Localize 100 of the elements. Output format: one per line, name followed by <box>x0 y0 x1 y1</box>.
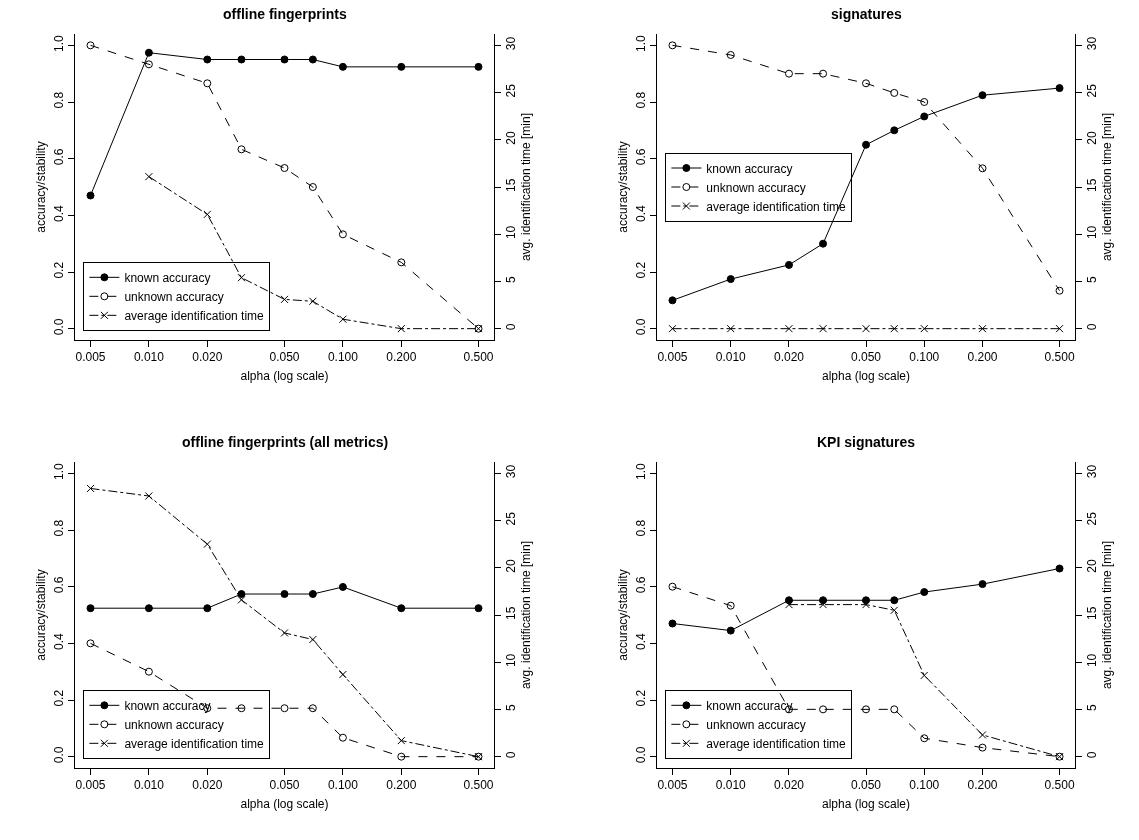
y2-tick-label: 25 <box>1085 511 1100 526</box>
y2-tick-label: 15 <box>504 178 519 192</box>
legend-label: known accuracy <box>706 699 793 713</box>
x-tick-label: 0.010 <box>133 778 165 793</box>
x-tick-label: 0.020 <box>192 778 223 793</box>
y-tick-label: 0.0 <box>52 318 67 336</box>
x-tick-label: 0.005 <box>75 778 106 793</box>
y-tick-label: 0.8 <box>52 519 67 537</box>
x-axis-title: alpha (log scale) <box>821 797 911 812</box>
x-tick-label: 0.200 <box>967 350 998 365</box>
y-tick-label: 0.8 <box>634 91 649 109</box>
x-tick-label: 0.100 <box>909 350 940 365</box>
y-axis-title: accuracy/stability <box>33 569 48 661</box>
y-tick-label: 0.6 <box>52 576 67 594</box>
y2-tick-label: 5 <box>504 275 519 283</box>
x-tick-label: 0.100 <box>327 778 359 793</box>
y-tick-label: 0.4 <box>634 632 649 650</box>
y2-tick-label: 5 <box>504 703 519 711</box>
y-tick-label: 1.0 <box>52 34 67 52</box>
y2-tick-label: 10 <box>1085 225 1100 240</box>
x-tick-label: 0.010 <box>715 778 747 793</box>
y-tick-label: 0.4 <box>52 204 67 222</box>
y-tick-label: 0.4 <box>634 204 649 222</box>
x-tick-label: 0.020 <box>192 350 223 365</box>
x-tick-label: 0.010 <box>133 350 165 365</box>
y2-tick-label: 0 <box>504 323 519 331</box>
chart-title: offline fingerprints <box>223 6 347 22</box>
y-tick-label: 0.2 <box>634 689 649 707</box>
y2-tick-label: 20 <box>1085 558 1100 573</box>
y2-tick-label: 10 <box>1085 653 1100 668</box>
x-tick-label: 0.500 <box>1044 778 1075 793</box>
y2-tick-label: 20 <box>504 130 519 145</box>
y2-tick-label: 30 <box>504 464 519 479</box>
legend-label: unknown accuracy <box>706 718 806 732</box>
x-tick-label: 0.050 <box>269 350 300 365</box>
x-tick-label: 0.020 <box>773 350 805 365</box>
x-tick-label: 0.200 <box>386 350 417 365</box>
legend-label: average identification time <box>706 737 847 751</box>
x-tick-label: 0.100 <box>327 350 359 365</box>
y-tick-label: 0.0 <box>634 746 649 764</box>
x-tick-label: 0.100 <box>909 778 940 793</box>
x-tick-label: 0.005 <box>75 350 106 365</box>
y-tick-label: 1.0 <box>634 34 649 52</box>
y2-tick-label: 5 <box>1085 275 1100 283</box>
y2-tick-label: 5 <box>1085 703 1100 711</box>
legend-label: unknown accuracy <box>706 180 806 195</box>
y-axis-title: accuracy/stability <box>615 569 630 661</box>
x-tick-label: 0.005 <box>657 350 688 365</box>
y2-tick-label: 0 <box>1085 323 1100 331</box>
legend-label: unknown accuracy <box>124 718 224 732</box>
y2-tick-label: 30 <box>1085 464 1100 479</box>
x-tick-label: 0.020 <box>773 778 805 793</box>
x-tick-label: 0.050 <box>850 350 882 365</box>
y2-axis-title: avg. identification time [min] <box>519 540 534 690</box>
x-tick-label: 0.050 <box>850 778 882 793</box>
y-tick-label: 0.6 <box>52 148 67 166</box>
y2-tick-label: 15 <box>504 606 519 620</box>
y-tick-label: 0.8 <box>52 91 67 109</box>
y2-tick-label: 10 <box>504 225 519 240</box>
x-tick-label: 0.200 <box>967 778 998 793</box>
y2-tick-label: 0 <box>1085 751 1100 759</box>
y2-axis-title: avg. identification time [min] <box>1100 540 1115 690</box>
y2-tick-label: 15 <box>1085 178 1100 192</box>
legend-label: known accuracy <box>124 699 211 713</box>
y-tick-label: 0.0 <box>634 318 649 336</box>
x-tick-label: 0.010 <box>715 350 747 365</box>
y-tick-label: 0.4 <box>52 632 67 650</box>
x-tick-label: 0.500 <box>463 778 494 793</box>
y2-tick-label: 0 <box>504 751 519 759</box>
x-axis-title: alpha (log scale) <box>240 369 329 384</box>
x-axis-title: alpha (log scale) <box>821 369 911 384</box>
y-tick-label: 1.0 <box>634 462 649 480</box>
y-tick-label: 1.0 <box>52 462 67 480</box>
y2-tick-label: 25 <box>504 511 519 526</box>
legend-label: known accuracy <box>706 161 793 176</box>
y2-tick-label: 30 <box>1085 36 1100 51</box>
y2-axis-title: avg. identification time [min] <box>1100 112 1115 262</box>
x-tick-label: 0.500 <box>1044 350 1075 365</box>
y2-tick-label: 10 <box>504 653 519 668</box>
x-tick-label: 0.005 <box>657 778 688 793</box>
y-axis-title: accuracy/stability <box>33 141 48 233</box>
chart-title: KPI signatures <box>817 434 916 450</box>
legend-label: unknown accuracy <box>124 290 224 304</box>
legend-label: average identification time <box>124 309 265 323</box>
y-axis-title: accuracy/stability <box>615 141 630 233</box>
y2-tick-label: 30 <box>504 36 519 51</box>
y2-tick-label: 20 <box>1085 130 1100 145</box>
y-tick-label: 0.6 <box>634 576 649 594</box>
x-tick-label: 0.500 <box>463 350 494 365</box>
x-tick-label: 0.200 <box>386 778 417 793</box>
y2-tick-label: 15 <box>1085 606 1100 620</box>
y-tick-label: 0.0 <box>52 746 67 764</box>
y2-tick-label: 25 <box>1085 83 1100 98</box>
chart-title: offline fingerprints (all metrics) <box>182 434 389 450</box>
y2-tick-label: 25 <box>504 83 519 98</box>
y2-axis-title: avg. identification time [min] <box>519 112 534 262</box>
y-tick-label: 0.8 <box>634 519 649 537</box>
y2-tick-label: 20 <box>504 558 519 573</box>
y-tick-label: 0.2 <box>52 689 67 707</box>
y-tick-label: 0.2 <box>52 261 67 279</box>
